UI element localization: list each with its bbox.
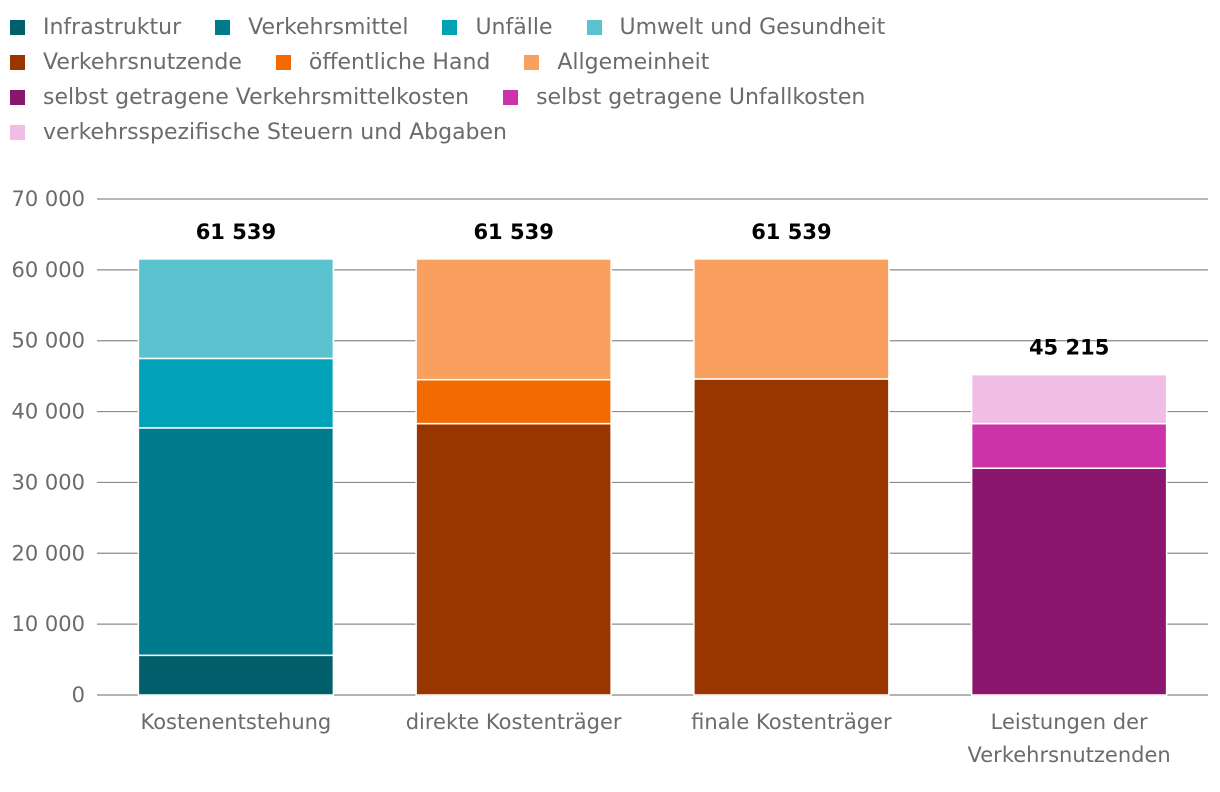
- bar-segment: [970, 422, 1168, 470]
- x-tick-label: finale Kostenträger: [691, 710, 892, 734]
- bar-segment: [415, 422, 612, 696]
- bar-segment: [693, 258, 890, 380]
- legend-swatch: [10, 20, 25, 35]
- legend-row: verkehrsspezifische Steuern und Abgaben: [10, 115, 1210, 150]
- bar-segment: [693, 378, 890, 696]
- legend-row: Verkehrsnutzende öffentliche Hand Allgemei…: [10, 45, 1210, 80]
- legend-swatch: [10, 90, 25, 105]
- bar-segment: [415, 258, 612, 381]
- legend-label: verkehrsspezifische Steuern und Abgaben: [43, 120, 507, 145]
- legend-swatch: [275, 55, 291, 70]
- legend-item: Allgemeinheit: [524, 50, 709, 75]
- legend-swatch: [524, 55, 540, 70]
- x-tick-label: direkte Kostenträger: [406, 710, 622, 734]
- legend-item: öffentliche Hand: [275, 50, 491, 75]
- legend-label: Verkehrsnutzende: [43, 50, 242, 75]
- legend-row: selbst getragene Verkehrsmittelkosten sel…: [10, 80, 1210, 115]
- legend-item: Verkehrsmittel: [215, 15, 408, 40]
- legend-label: Unfälle: [475, 15, 553, 40]
- y-tick-label: 60 000: [12, 258, 85, 282]
- legend-item: Infrastruktur: [10, 15, 181, 40]
- legend-swatch: [442, 20, 458, 35]
- bar-segment: [137, 258, 335, 360]
- bar-total-label: 61 539: [473, 220, 553, 244]
- y-tick-label: 20 000: [12, 541, 85, 565]
- legend-item: verkehrsspezifische Steuern und Abgaben: [10, 120, 507, 145]
- legend-item: Unfälle: [442, 15, 553, 40]
- y-tick-label: 40 000: [12, 400, 85, 424]
- legend-swatch: [503, 90, 519, 105]
- legend-label: selbst getragene Verkehrsmittelkosten: [43, 85, 470, 110]
- bar-segment: [137, 357, 335, 429]
- legend-row: Infrastruktur Verkehrsmittel Unfälle Umwelt…: [10, 10, 1210, 45]
- y-tick-label: 0: [72, 683, 85, 707]
- bar-segment: [137, 654, 335, 696]
- legend-label: öffentliche Hand: [308, 50, 491, 75]
- legend-swatch: [10, 55, 25, 70]
- legend-item: selbst getragene Verkehrsmittelkosten: [10, 85, 469, 110]
- bar-total-label: 45 215: [1029, 336, 1109, 360]
- x-tick-label: Leistungen der: [991, 710, 1148, 734]
- legend-label: selbst getragene Unfallkosten: [536, 85, 866, 110]
- legend-item: Verkehrsnutzende: [10, 50, 242, 75]
- legend-label: Umwelt und Gesundheit: [619, 15, 886, 40]
- bar-segment: [970, 467, 1168, 696]
- legend-swatch: [10, 125, 25, 140]
- bar-total-label: 61 539: [196, 220, 276, 244]
- bar-total-label: 61 539: [751, 220, 831, 244]
- legend-swatch: [215, 20, 231, 35]
- y-tick-label: 50 000: [12, 329, 85, 353]
- legend-label: Infrastruktur: [43, 15, 182, 40]
- legend-label: Allgemeinheit: [557, 50, 710, 75]
- x-tick-label: Kostenentstehung: [140, 710, 331, 734]
- bar-segment: [415, 378, 612, 425]
- legend-item: Umwelt und Gesundheit: [586, 15, 886, 40]
- legend-swatch: [586, 20, 602, 35]
- y-tick-label: 70 000: [12, 187, 85, 211]
- legend: Infrastruktur Verkehrsmittel Unfälle Umwelt…: [10, 10, 1210, 150]
- y-tick-label: 10 000: [12, 612, 85, 636]
- bar-segment: [137, 427, 335, 657]
- bar-segment: [970, 373, 1168, 425]
- y-tick-label: 30 000: [12, 470, 85, 494]
- legend-label: Verkehrsmittel: [248, 15, 409, 40]
- legend-item: selbst getragene Unfallkosten: [503, 85, 865, 110]
- x-tick-label: Verkehrsnutzenden: [968, 743, 1171, 767]
